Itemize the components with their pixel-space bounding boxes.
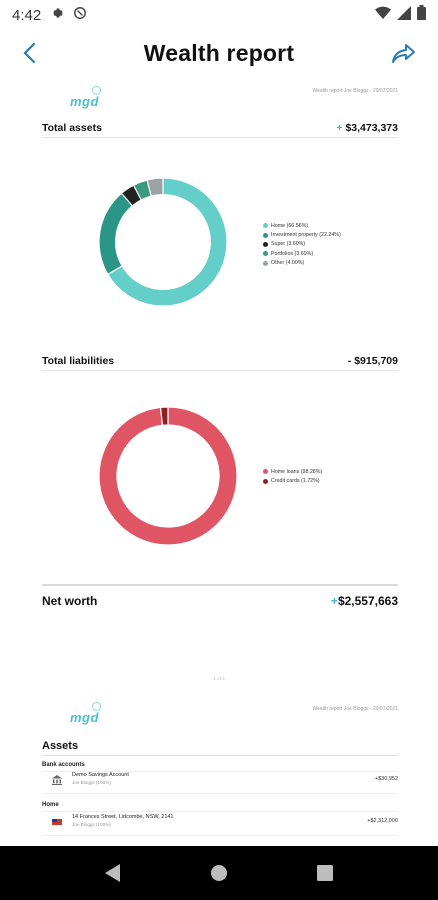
system-nav-bar [0, 846, 438, 900]
sync-icon [73, 6, 87, 25]
total-assets-value: + $3,473,373 [336, 122, 398, 134]
report-page-2: mgd Wealth report Joe Bloggs - 29/07/202… [42, 698, 398, 846]
legend-item: Other (4.00%) [263, 259, 341, 268]
page-title: Wealth report [143, 39, 295, 66]
net-worth-row: Net worth +$2,557,663 [42, 584, 398, 608]
legend-swatch [263, 241, 268, 247]
page-note: Wealth report Joe Bloggs - 29/07/2021 [312, 88, 398, 94]
total-assets-row: Total assets + $3,473,373 [42, 122, 398, 138]
back-button[interactable] [14, 38, 44, 68]
total-liabilities-value: - $915,709 [347, 355, 398, 367]
status-time: 4:42 [12, 6, 42, 24]
legend-swatch [263, 260, 268, 266]
total-liabilities-donut-chart [98, 406, 238, 546]
legend-item: Home loans (98.28%) [263, 467, 322, 476]
settings-gear-icon [51, 6, 65, 25]
legend-item: Super (3.60%) [263, 240, 341, 249]
page-number: 1 of 3 [213, 676, 225, 681]
donut-slice-credit-cards [159, 406, 169, 426]
total-liabilities-legend: Home loans (98.28%) Credit cards (1.72%) [263, 467, 322, 486]
share-button[interactable] [388, 38, 420, 68]
legend-label: Home (66.56%) [271, 222, 309, 229]
chevron-left-icon [23, 42, 36, 64]
bank-icon [52, 775, 62, 785]
legend-label: Investment property (22.24%) [271, 232, 341, 239]
mgd-logo: mgd [70, 94, 99, 109]
report-page-1: mgd Wealth report Joe Bloggs - 29/07/202… [42, 86, 398, 646]
donut-slice-home [106, 177, 228, 307]
legend-label: Super (3.60%) [271, 241, 306, 248]
net-worth-label: Net worth [42, 594, 98, 608]
legend-swatch [263, 223, 268, 229]
legend-item: Credit cards (1.72%) [263, 476, 322, 485]
assets-section-title: Assets [42, 740, 398, 756]
asset-owner: Joe Bloggs (100%) [72, 780, 111, 785]
share-arrow-icon [392, 44, 415, 63]
donut-slice-home-loans [98, 406, 238, 546]
asset-value: +$30,952 [374, 776, 398, 782]
legend-label: Home loans (98.28%) [271, 468, 323, 475]
total-assets-donut-chart [98, 177, 228, 307]
total-assets-label: Total assets [42, 122, 102, 134]
legend-item: Home (66.56%) [263, 221, 341, 230]
report-document[interactable]: mgd Wealth report Joe Bloggs - 29/07/202… [0, 76, 438, 846]
page-note: Wealth report Joe Bloggs - 29/07/2021 [312, 706, 398, 712]
logo-mark-icon [92, 86, 101, 95]
donut-slice-other [146, 177, 164, 197]
app-header: Wealth report [0, 30, 438, 76]
asset-row: Demo Savings Account Joe Bloggs (100%) +… [42, 772, 398, 794]
legend-swatch [263, 251, 268, 257]
nav-recents-button[interactable] [305, 853, 345, 893]
logo-mark-icon [92, 702, 101, 711]
asset-owner: Joe Bloggs (100%) [72, 822, 111, 827]
nav-home-button[interactable] [199, 853, 239, 893]
legend-label: Other (4.00%) [271, 260, 305, 267]
home-flag-icon [52, 819, 62, 825]
back-triangle-icon [105, 864, 120, 882]
legend-label: Portfolios (3.60%) [271, 250, 314, 257]
legend-item: Investment property (22.24%) [263, 230, 341, 239]
total-liabilities-label: Total liabilities [42, 355, 115, 367]
cell-signal-icon [397, 5, 411, 25]
legend-swatch [263, 478, 268, 484]
legend-label: Credit cards (1.72%) [271, 478, 320, 485]
total-liabilities-row: Total liabilities - $915,709 [42, 355, 398, 371]
battery-icon [417, 5, 426, 25]
asset-group-label: Bank accounts [42, 762, 398, 772]
nav-back-button[interactable] [93, 853, 133, 893]
asset-group-label: Home [42, 802, 398, 812]
total-assets-legend: Home (66.56%) Investment property (22.24%… [263, 221, 341, 268]
recents-square-icon [317, 865, 333, 881]
mgd-logo: mgd [70, 710, 99, 725]
home-circle-icon [211, 865, 227, 881]
legend-swatch [263, 232, 268, 238]
donut-slice-investment-property [98, 192, 134, 276]
wifi-icon [375, 6, 391, 25]
status-bar: 4:42 [0, 0, 438, 30]
net-worth-value: +$2,557,663 [330, 594, 398, 608]
legend-swatch [263, 469, 268, 475]
asset-name: Demo Savings Account [72, 772, 129, 778]
asset-row: 14 Frances Street, Lidcombe, NSW, 2141 J… [42, 814, 398, 836]
legend-item: Portfolios (3.60%) [263, 249, 341, 258]
asset-name: 14 Frances Street, Lidcombe, NSW, 2141 [72, 814, 174, 820]
asset-value: +$2,312,000 [367, 818, 398, 824]
